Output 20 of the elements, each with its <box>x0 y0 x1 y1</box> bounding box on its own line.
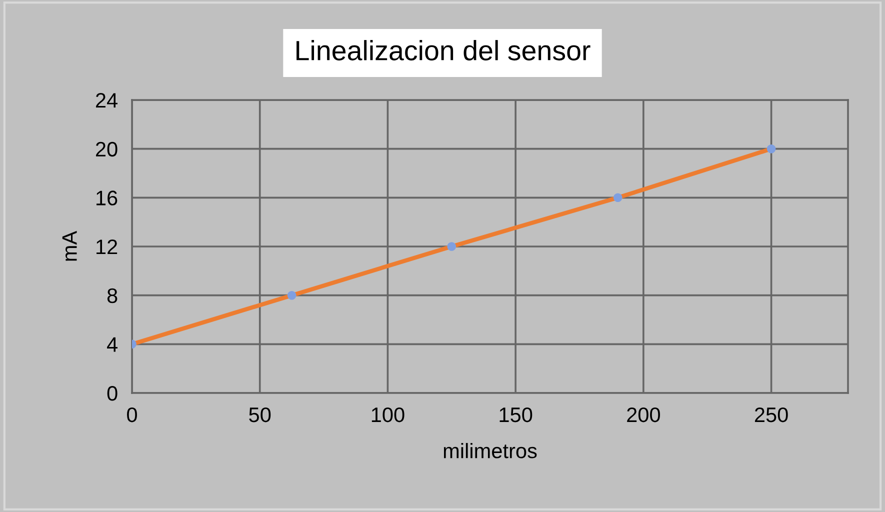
y-tick-label: 0 <box>107 386 118 401</box>
x-tick-label: 150 <box>500 407 532 422</box>
point <box>287 290 296 300</box>
x-tick-label: 0 <box>127 407 137 422</box>
x-tick-label: 50 <box>249 407 271 422</box>
y-tick-label: 20 <box>96 142 118 157</box>
point <box>447 242 456 251</box>
point <box>766 144 776 154</box>
y-tick-label: 12 <box>96 240 118 254</box>
x-tick-label: 100 <box>372 407 404 422</box>
point <box>613 193 622 202</box>
y-tick-label: 8 <box>107 288 118 304</box>
y-tick-label: 16 <box>96 190 118 206</box>
x-axis-title: milimetros <box>444 442 537 458</box>
chart-title: Linealizacion del sensor <box>296 40 590 60</box>
y-axis-title: mA <box>62 230 77 261</box>
x-tick-label: 200 <box>627 407 660 422</box>
y-tick-label: 4 <box>107 337 118 352</box>
y-tick-label: 24 <box>96 93 118 108</box>
x-tick-label: 250 <box>754 407 788 422</box>
